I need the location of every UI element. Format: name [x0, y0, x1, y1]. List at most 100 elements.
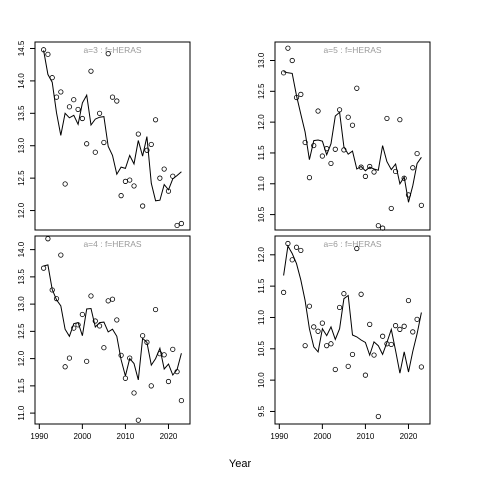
observation-point [79, 311, 85, 318]
observation-point [79, 115, 85, 122]
observation-point [114, 98, 120, 104]
observation-point [92, 149, 98, 155]
y-tick-label: 11.5 [17, 378, 26, 394]
observation-point [58, 89, 64, 95]
observation-point [315, 328, 321, 334]
observation-point [414, 316, 420, 322]
observation-point [336, 107, 343, 113]
observation-point [375, 413, 381, 420]
y-tick-label: 14.5 [17, 40, 26, 56]
panel-title: a=6 : f=HERAS [323, 239, 381, 249]
observation-point [122, 178, 129, 184]
observation-point [88, 293, 94, 299]
observation-point [122, 375, 129, 381]
observation-point [392, 323, 399, 329]
x-tick-label: 2020 [160, 432, 178, 441]
y-tick-label: 12.5 [17, 170, 26, 186]
observation-point [281, 289, 287, 295]
observation-point [88, 68, 94, 74]
observation-point [289, 257, 295, 263]
observation-point [96, 323, 103, 329]
y-tick-label: 14.0 [17, 73, 26, 89]
y-tick-label: 12.5 [17, 323, 26, 339]
observation-point [354, 85, 360, 91]
observation-point [165, 378, 172, 385]
observation-point [324, 146, 330, 152]
y-tick-label: 13.5 [17, 105, 26, 121]
observation-point [84, 141, 90, 147]
observation-point [75, 322, 81, 328]
observation-point [152, 117, 159, 123]
observation-point [170, 173, 176, 179]
y-tick-label: 12.0 [17, 202, 26, 218]
observation-point [306, 175, 313, 181]
observation-point [96, 110, 103, 116]
observation-point [148, 141, 154, 148]
observation-point [58, 252, 64, 258]
observation-point [349, 351, 356, 358]
fitted-line [283, 244, 422, 374]
y-tick-label: 13.0 [257, 52, 266, 68]
observation-point [62, 181, 68, 187]
observation-point [41, 47, 47, 53]
observation-point [285, 45, 291, 51]
observation-point [135, 417, 141, 423]
observation-point [62, 364, 68, 370]
panel-a6: a=6 : f=HERAS 9.5 10.0 10.5 11.0 11.5 12.0 1990… [257, 235, 431, 441]
plot-frame [34, 235, 191, 425]
observation-point [319, 320, 325, 326]
observation-point [84, 358, 90, 364]
observation-point [148, 383, 154, 389]
observation-point [375, 223, 381, 229]
observation-point [101, 345, 107, 351]
observation-point [165, 188, 172, 194]
observation-point [349, 122, 356, 128]
observation-point [380, 333, 386, 339]
observation-point [293, 94, 300, 101]
observation-point [414, 150, 420, 157]
observation-point [418, 364, 424, 370]
observation-point [306, 303, 313, 309]
observation-point [401, 323, 407, 329]
fitted-line [283, 71, 422, 203]
observation-point [101, 139, 107, 146]
observation-point [118, 193, 124, 199]
x-axis-label: Year [229, 458, 252, 470]
observation-point [362, 173, 369, 179]
observation-point [311, 142, 317, 149]
observation-point [341, 147, 347, 153]
x-tick-label: 1990 [270, 432, 288, 441]
observation-point [41, 265, 47, 271]
observation-point [362, 372, 369, 378]
observation-point [75, 106, 81, 113]
observation-point [45, 51, 51, 57]
observation-point [109, 296, 116, 302]
observation-point [140, 333, 146, 339]
panel-title: a=5 : f=HERAS [323, 45, 381, 55]
observation-point [328, 160, 334, 167]
y-tick-label: 10.5 [257, 340, 266, 356]
observation-point [345, 363, 351, 369]
observation-point [135, 131, 141, 137]
plot-frame [274, 235, 431, 425]
y-tick-label: 12.5 [257, 83, 266, 99]
observation-point [388, 341, 394, 348]
observation-point [140, 203, 146, 209]
observation-point [345, 114, 351, 120]
x-tick-label: 2020 [400, 432, 418, 441]
observation-point [410, 329, 416, 335]
observation-point [174, 222, 180, 229]
observation-point [152, 306, 159, 313]
observation-point [92, 318, 98, 324]
panel-a3: a=3 : f=HERAS 12.0 12.5 13.0 13.5 14.0 14.5 [17, 40, 191, 231]
observation-point [109, 94, 116, 100]
y-tick-label: 11.0 [257, 309, 266, 325]
fitted-line [43, 264, 182, 381]
observation-point [332, 366, 338, 373]
y-tick-label: 13.5 [17, 269, 26, 285]
observation-point [66, 355, 73, 361]
observation-point [71, 325, 77, 331]
observation-point [380, 225, 386, 231]
y-tick-label: 12.0 [257, 114, 266, 130]
